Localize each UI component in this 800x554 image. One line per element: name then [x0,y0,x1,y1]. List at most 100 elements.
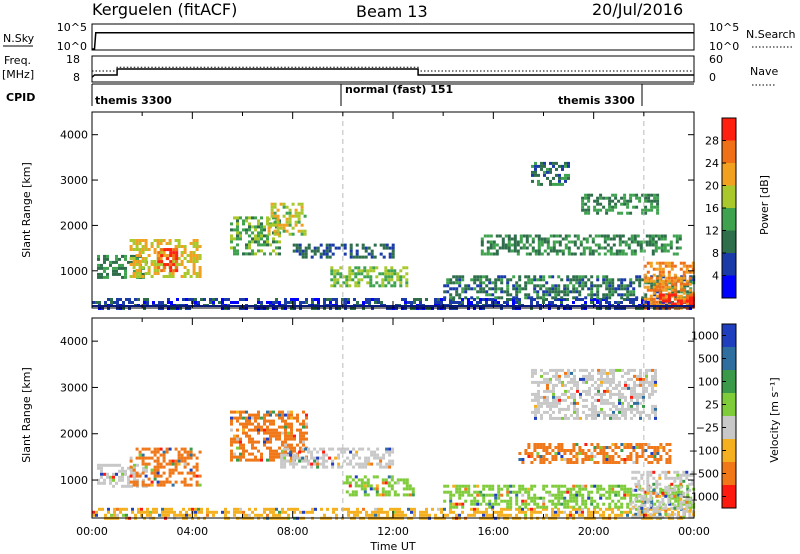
echo-cell [263,443,266,447]
echo-cell [668,449,672,452]
echo-cell [239,452,242,456]
echo-cell [539,455,543,458]
echo-cell [641,455,645,458]
echo-cell [133,463,136,467]
echo-cell [106,254,109,258]
echo-cell [653,452,657,455]
echo-cell [606,374,609,378]
echo-cell [653,502,657,506]
echo-cell [558,164,561,168]
echo-cell [646,476,650,480]
echo-cell [653,458,657,461]
echo-cell [171,471,175,475]
echo-cell [575,502,579,506]
echo-cell [569,458,573,461]
echo-cell [540,237,544,241]
echo-cell [290,431,293,435]
echo-cell [555,161,558,165]
echo-cell [124,257,127,261]
echo-cell [137,507,140,511]
echo-cell [676,476,680,480]
echo-cell [304,456,308,460]
echo-cell [606,380,609,384]
echo-cell [593,449,597,452]
echo-cell [242,443,245,447]
echo-cell [395,510,398,514]
echo-cell [311,510,314,514]
echo-cell [638,278,642,282]
echo-cell [573,401,576,405]
echo-cell [183,477,187,481]
echo-cell [146,510,149,514]
echo-cell [649,494,653,498]
echo-cell [597,234,601,238]
echo-cell [685,497,689,501]
echo-cell [348,475,352,479]
echo-cell [369,284,373,288]
echo-cell [688,299,692,303]
echo-cell [200,507,203,511]
echo-cell [686,484,690,488]
echo-cell [366,281,370,285]
echo-cell [617,507,620,511]
echo-cell [630,395,633,399]
echo-cell [596,484,600,488]
echo-cell [528,243,532,247]
echo-cell [655,276,659,280]
echo-cell [587,278,591,282]
echo-cell [657,234,661,238]
echo-cell [239,416,242,420]
echo-cell [236,510,239,514]
echo-cell [162,456,166,460]
echo-cell [139,472,142,476]
echo-cell [346,447,350,451]
echo-cell [189,471,193,475]
echo-cell [631,470,635,474]
echo-cell [310,456,314,460]
echo-cell [278,434,281,438]
echo-cell [257,416,260,420]
echo-cell [572,275,576,279]
echo-cell [494,296,498,300]
echo-cell [269,419,272,423]
echo-cell [600,398,603,402]
echo-cell [635,458,639,461]
echo-cell [549,182,552,186]
echo-cell [623,493,627,497]
echo-cell [551,301,554,304]
echo-cell [627,243,631,247]
echo-cell [266,240,269,244]
echo-cell [572,499,576,503]
echo-cell [351,478,355,482]
echo-cell [156,269,160,272]
echo-cell [525,234,529,238]
echo-cell [688,296,692,300]
echo-cell [670,515,674,519]
echo-cell [280,462,284,466]
echo-cell [103,269,106,273]
echo-cell [534,404,537,408]
echo-cell [239,455,242,459]
echo-cell [169,263,173,267]
echo-cell [668,287,672,291]
echo-cell [614,446,618,449]
echo-cell [129,257,133,260]
echo-cell [322,249,326,253]
echo-cell [112,269,115,273]
echo-cell [189,275,193,278]
echo-cell [591,368,594,372]
echo-cell [230,240,233,244]
echo-cell [270,223,274,227]
echo-cell [491,298,494,301]
echo-cell [557,513,560,517]
echo-cell [555,398,558,402]
echo-cell [332,510,335,514]
echo-cell [593,205,597,209]
echo-cell [276,208,280,212]
echo-cell [273,211,277,215]
echo-cell [621,374,624,378]
echo-cell [301,456,305,460]
echo-cell [278,240,281,244]
echo-cell [506,487,510,491]
echo-cell [486,252,490,256]
